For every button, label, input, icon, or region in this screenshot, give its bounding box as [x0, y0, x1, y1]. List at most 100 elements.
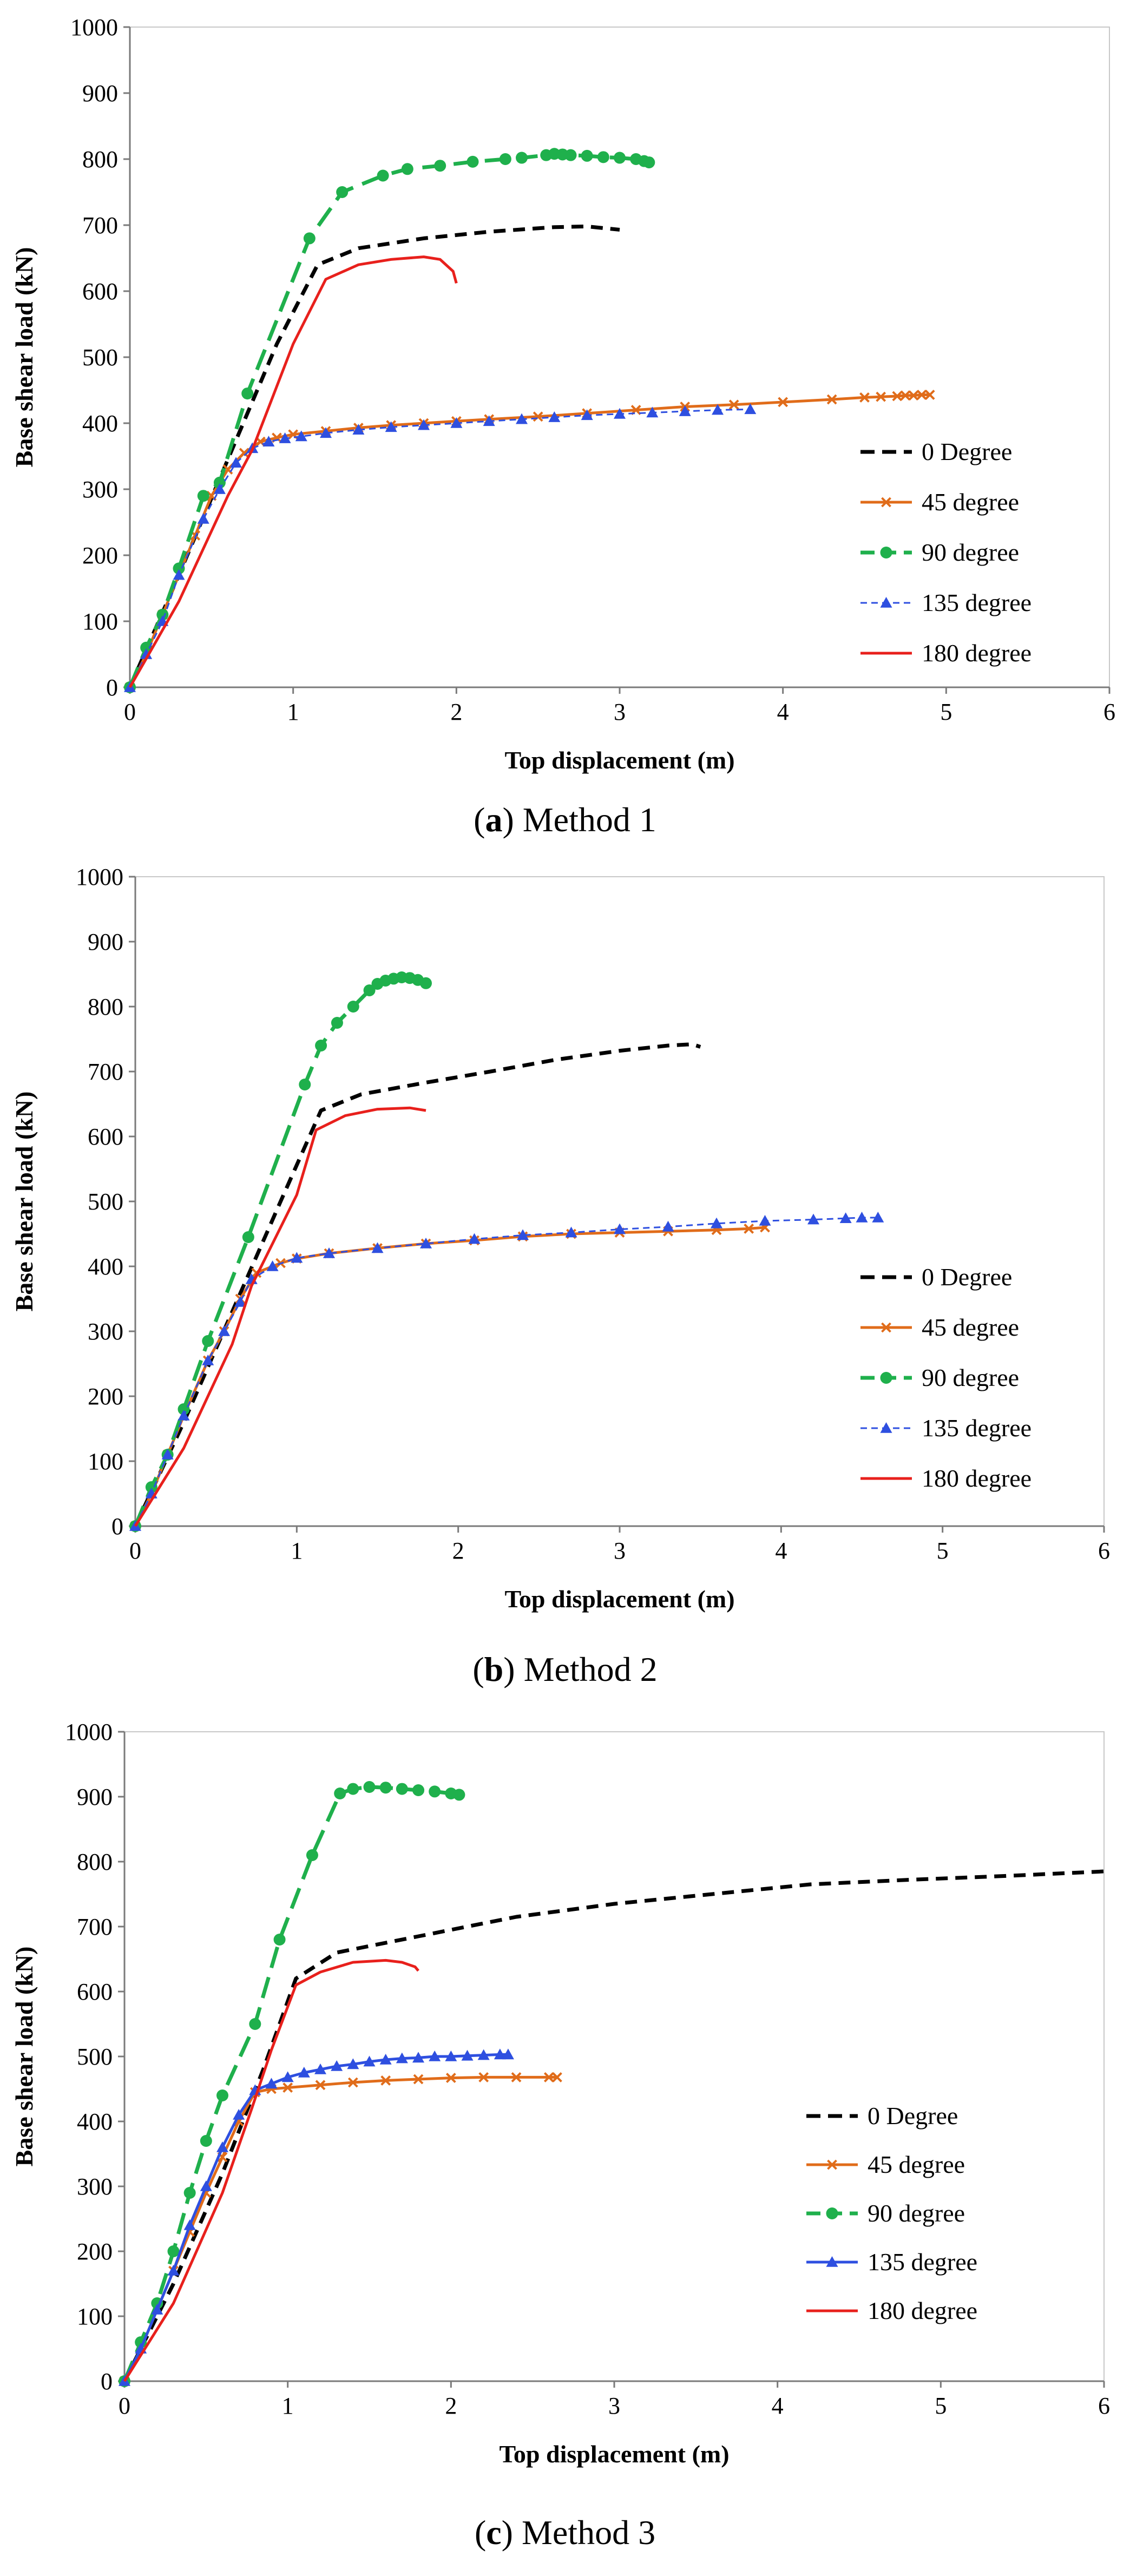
legend-marker-45-degree — [881, 497, 891, 508]
y-tick-label: 100 — [82, 608, 118, 635]
data-point-90-degree — [363, 984, 376, 996]
data-point-90-degree — [377, 169, 389, 182]
legend-marker-135-degree — [826, 2256, 838, 2267]
data-point-45-degree — [478, 2072, 489, 2082]
y-tick-label: 600 — [77, 1979, 113, 2005]
data-point-90-degree — [412, 1784, 424, 1796]
y-tick-label: 500 — [82, 344, 118, 371]
series-180-degree — [134, 1106, 426, 1527]
data-point-45-degree — [511, 2072, 522, 2082]
data-point-90-degree — [242, 1231, 254, 1243]
data-point-135-degree — [807, 1213, 819, 1225]
data-point-135-degree — [281, 2071, 294, 2082]
data-point-135-degree — [548, 411, 561, 422]
x-tick-label: 6 — [1098, 1537, 1110, 1564]
data-point-135-degree — [646, 406, 659, 418]
x-tick-label: 5 — [937, 1537, 949, 1564]
y-tick-label: 400 — [88, 1253, 123, 1280]
x-tick-label: 0 — [124, 699, 136, 725]
data-point-90-degree — [303, 232, 316, 245]
data-point-45-degree — [916, 390, 927, 400]
data-point-90-degree — [434, 160, 446, 172]
data-point-135-degree — [234, 1296, 246, 1307]
legend-marker-135-degree — [880, 1422, 892, 1433]
data-point-135-degree — [711, 1217, 722, 1228]
data-point-90-degree — [597, 151, 609, 163]
data-point-135-degree — [516, 413, 528, 424]
data-point-135-degree — [494, 2048, 506, 2060]
y-tick-label: 500 — [77, 2043, 113, 2070]
chart-method-1: 0 100 200 300 400 500 600 700 800 900 1000 0 1 2 3 4 5 6 T… — [10, 14, 1115, 774]
legend-marker-90-degree — [880, 1372, 892, 1384]
data-point-135-degree — [178, 1410, 190, 1421]
data-point-135-degree — [412, 2052, 424, 2063]
data-point-135-degree — [379, 2054, 392, 2065]
series-line-45-degree — [128, 393, 930, 688]
data-point-135-degree — [323, 1247, 335, 1258]
legend-label-180-degree: 180 degree — [868, 2297, 977, 2324]
legend-label-180-degree: 180 degree — [922, 639, 1032, 667]
chart-method-2: 0 100 200 300 400 500 600 700 800 900 1000 0 1 2 3 4 5 6 T… — [10, 864, 1110, 1613]
plot-frame — [129, 27, 1110, 688]
data-point-135-degree — [872, 1212, 884, 1223]
legend-label-135-degree: 135 degree — [868, 2248, 977, 2276]
series-0-degree — [128, 224, 620, 688]
data-point-45-degree — [315, 2080, 326, 2091]
legend-label-45-degree: 45 degree — [868, 2151, 965, 2178]
data-point-90-degree — [249, 2018, 261, 2030]
data-point-135-degree — [483, 415, 495, 426]
x-tick-label: 4 — [772, 2393, 784, 2419]
y-tick-label: 0 — [106, 674, 118, 701]
x-tick-label: 2 — [452, 1537, 464, 1564]
legend-marker-135-degree — [880, 597, 892, 608]
legend-marker-45-degree — [827, 2159, 837, 2170]
data-point-135-degree — [450, 417, 463, 428]
data-point-90-degree — [156, 608, 169, 621]
data-point-135-degree — [298, 2067, 310, 2078]
y-tick-label: 1000 — [70, 14, 118, 41]
data-point-90-degree — [273, 1934, 286, 1946]
series-line-0-degree — [133, 1042, 701, 1527]
y-tick-label: 1000 — [76, 864, 123, 890]
data-point-90-degree — [200, 2135, 212, 2147]
legend-marker-90-degree — [826, 2207, 838, 2219]
series-180-degree — [123, 1959, 419, 2382]
data-point-90-degree — [581, 149, 593, 162]
y-tick-label: 200 — [77, 2238, 113, 2265]
data-point-135-degree — [167, 2265, 180, 2276]
data-point-45-degree — [900, 390, 911, 401]
data-point-90-degree — [516, 152, 528, 164]
data-point-135-degree — [151, 2304, 163, 2315]
data-point-90-degree — [453, 1789, 465, 1801]
x-tick-label: 4 — [777, 699, 789, 725]
legend-label-90-degree: 90 degree — [922, 1364, 1019, 1391]
data-point-90-degree — [467, 155, 479, 168]
y-tick-label: 400 — [82, 410, 118, 437]
data-point-90-degree — [167, 2245, 180, 2257]
y-tick-label: 800 — [82, 146, 118, 173]
y-tick-label: 600 — [88, 1123, 123, 1150]
data-point-135-degree — [331, 2060, 343, 2071]
y-tick-label: 300 — [88, 1318, 123, 1345]
data-point-135-degree — [295, 430, 307, 442]
legend-label-45-degree: 45 degree — [922, 1313, 1019, 1341]
data-point-135-degree — [200, 2180, 212, 2191]
x-tick-label: 1 — [287, 699, 299, 725]
x-tick-label: 1 — [282, 2393, 294, 2419]
y-tick-label: 700 — [82, 212, 118, 239]
data-point-135-degree — [662, 1220, 674, 1232]
series-line-180-degree — [134, 1106, 426, 1527]
data-point-135-degree — [420, 1238, 432, 1248]
data-point-90-degree — [564, 149, 577, 161]
data-point-90-degree — [379, 1782, 392, 1794]
data-point-45-degree — [533, 411, 543, 422]
x-tick-label: 3 — [608, 2393, 620, 2419]
data-point-135-degree — [385, 421, 397, 432]
data-point-45-degree — [876, 391, 886, 402]
x-axis-title: Top displacement (m) — [504, 746, 734, 774]
y-tick-label: 700 — [88, 1059, 123, 1085]
y-tick-label: 100 — [88, 1448, 123, 1475]
data-point-135-degree — [233, 2109, 245, 2120]
series-line-0-degree — [128, 224, 620, 688]
